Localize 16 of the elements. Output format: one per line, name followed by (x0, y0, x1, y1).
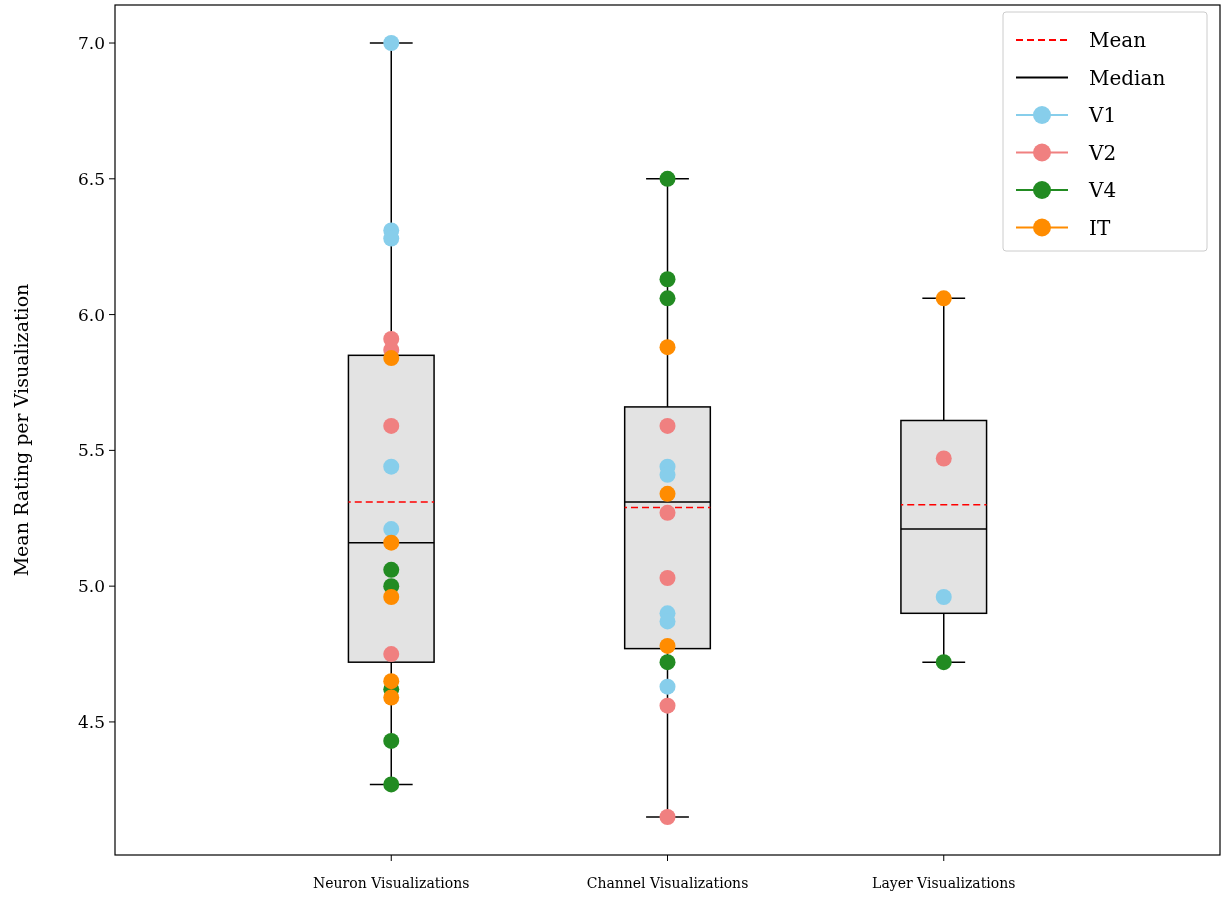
legend-label: Mean (1089, 28, 1147, 52)
legend-label: V2 (1088, 140, 1117, 165)
y-tick-label: 5.0 (77, 576, 105, 597)
x-tick-label: Layer Visualizations (872, 875, 1016, 891)
y-tick-label: 7.0 (77, 32, 105, 53)
legend-label: Median (1089, 65, 1166, 90)
legend-label: V1 (1088, 103, 1117, 127)
y-tick-label: 4.5 (77, 711, 105, 732)
legend-label: V4 (1088, 178, 1117, 202)
y-tick-label: 6.5 (77, 168, 105, 189)
legend-label: IT (1089, 215, 1111, 240)
y-axis-title: Mean Rating per Visualization (10, 283, 32, 577)
x-tick-label: Channel Visualizations (586, 875, 749, 891)
y-tick-label: 6.0 (77, 304, 105, 325)
y-tick-label: 5.5 (77, 440, 105, 461)
x-tick-label: Neuron Visualizations (313, 875, 470, 891)
